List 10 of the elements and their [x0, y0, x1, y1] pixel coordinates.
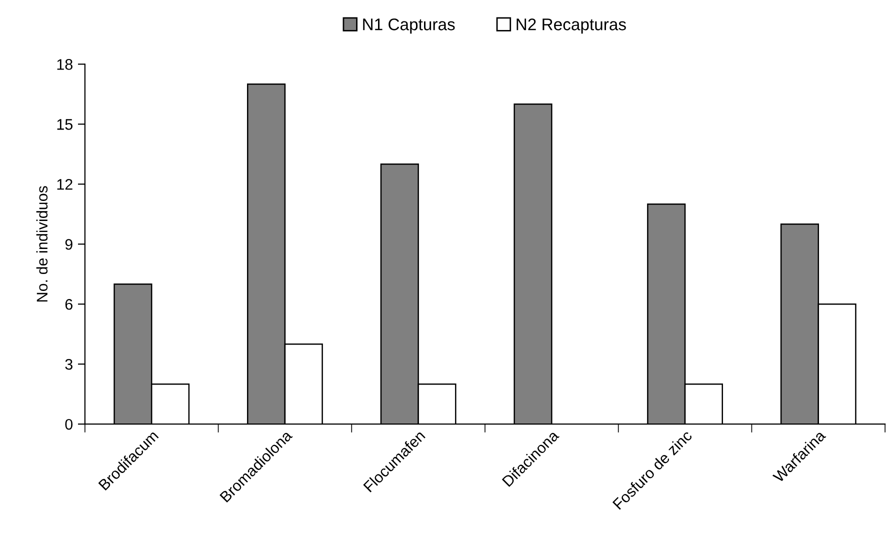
- y-axis-title: No. de individuos: [36, 186, 48, 302]
- y-tick-label: 12: [57, 179, 72, 190]
- legend-label: N1 Capturas: [363, 18, 455, 34]
- y-tick-label: 3: [65, 358, 72, 370]
- y-tick-label: 6: [65, 298, 72, 310]
- legend-label: N2 Recapturas: [516, 18, 626, 34]
- y-tick-label: 15: [57, 119, 72, 130]
- y-tick-label: 18: [57, 59, 72, 70]
- y-tick-label: 9: [65, 238, 72, 250]
- y-tick-label: 0: [65, 418, 73, 430]
